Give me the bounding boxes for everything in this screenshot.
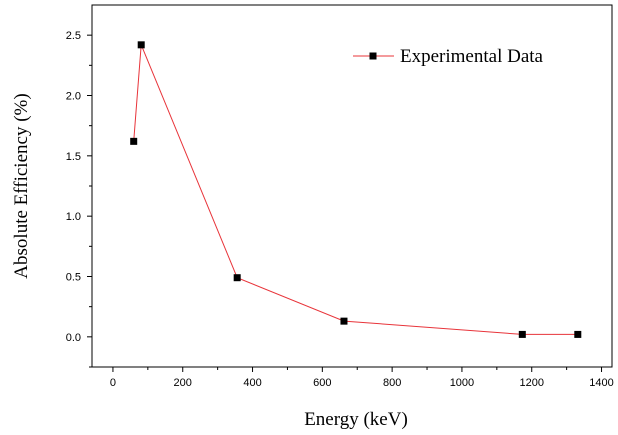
x-axis-title: Energy (keV) bbox=[304, 409, 408, 430]
x-tick-label: 600 bbox=[313, 377, 331, 389]
legend-label: Experimental Data bbox=[400, 46, 544, 67]
data-point bbox=[137, 41, 145, 49]
legend-marker bbox=[369, 52, 377, 60]
y-axis: 0.0 0.5 1.0 1.5 2.0 2.5 bbox=[66, 30, 92, 368]
x-tick-label: 1000 bbox=[450, 377, 474, 389]
y-tick-label: 0.5 bbox=[66, 272, 81, 284]
x-tick-label: 400 bbox=[243, 377, 261, 389]
data-point bbox=[130, 137, 138, 145]
series-layer bbox=[130, 41, 582, 338]
y-tick-label: 2.5 bbox=[66, 30, 81, 42]
x-axis: 0 200 400 600 800 1000 1200 1400 bbox=[110, 367, 614, 389]
y-tick-label: 1.0 bbox=[66, 211, 81, 223]
data-point bbox=[518, 330, 526, 338]
legend: Experimental Data bbox=[353, 46, 544, 67]
x-tick-label: 0 bbox=[110, 377, 116, 389]
x-tick-label: 200 bbox=[174, 377, 192, 389]
y-axis-title: Absolute Efficiency (%) bbox=[11, 93, 32, 278]
x-tick-label: 800 bbox=[383, 377, 401, 389]
data-point bbox=[233, 274, 241, 282]
data-point bbox=[574, 330, 582, 338]
data-point bbox=[340, 317, 348, 325]
y-tick-label: 2.0 bbox=[66, 91, 81, 103]
x-tick-label: 1200 bbox=[519, 377, 543, 389]
series-line bbox=[133, 44, 578, 335]
y-tick-label: 0.0 bbox=[66, 332, 81, 344]
y-tick-label: 1.5 bbox=[66, 151, 81, 163]
x-tick-label: 1400 bbox=[589, 377, 613, 389]
